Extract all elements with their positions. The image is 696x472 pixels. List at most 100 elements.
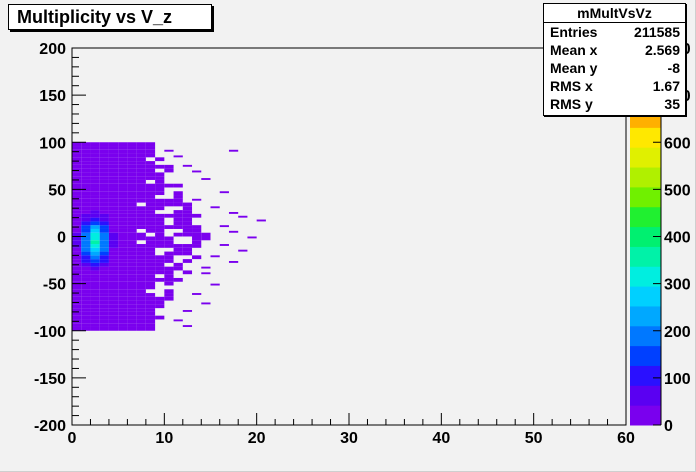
heatmap-cell — [99, 198, 109, 203]
heatmap-cell — [182, 251, 193, 256]
heatmap-cell — [155, 213, 165, 218]
heatmap-cell — [118, 262, 128, 267]
heatmap-cell — [108, 149, 119, 154]
heatmap-cell — [108, 304, 119, 309]
heatmap-cell — [108, 210, 119, 214]
heatmap-cell — [145, 210, 156, 214]
heatmap-cell — [118, 270, 128, 275]
heatmap-cell — [118, 187, 128, 192]
heatmap-cell — [127, 213, 137, 218]
heatmap-cell — [155, 183, 165, 188]
stats-value: 35 — [664, 96, 680, 112]
heatmap-cell — [145, 149, 156, 154]
heatmap-cell — [118, 221, 128, 226]
heatmap-cell — [118, 311, 128, 316]
heatmap-cell — [90, 240, 100, 245]
heatmap-cell — [118, 319, 128, 324]
heatmap-cell — [155, 198, 165, 203]
heatmap-cell — [99, 157, 109, 162]
heatmap-cell — [145, 296, 156, 301]
heatmap-cell — [108, 251, 119, 256]
heatmap-cell — [173, 191, 183, 196]
heatmap-cell — [90, 247, 100, 252]
heatmap-cell — [118, 146, 128, 150]
heatmap-cell — [72, 153, 82, 158]
heatmap-outlier — [228, 230, 239, 233]
heatmap-cell — [72, 270, 82, 275]
y-tick-label: 200 — [39, 41, 66, 58]
heatmap-cell — [108, 244, 119, 248]
heatmap-cell — [127, 247, 137, 252]
heatmap-cell — [81, 300, 91, 305]
heatmap-cell — [127, 221, 137, 226]
heatmap-cell — [108, 319, 119, 324]
heatmap-cell — [72, 176, 82, 180]
heatmap-cell — [182, 210, 193, 214]
heatmap-cell — [136, 210, 146, 214]
heatmap-cell — [118, 266, 128, 271]
heatmap-cell — [136, 172, 146, 177]
heatmap-cell — [136, 244, 146, 248]
heatmap-cell — [118, 255, 128, 260]
heatmap-cell — [145, 244, 156, 248]
heatmap-cell — [182, 217, 193, 222]
heatmap-cell — [155, 202, 165, 207]
heatmap-cell — [145, 308, 156, 312]
heatmap-cell — [136, 247, 146, 252]
heatmap-cell — [155, 157, 165, 162]
heatmap-outlier — [173, 319, 183, 322]
heatmap-cell — [118, 168, 128, 173]
heatmap-cell — [164, 251, 174, 256]
heatmap-cell — [81, 240, 91, 245]
heatmap-cell — [72, 296, 82, 301]
heatmap-cell — [90, 232, 100, 237]
heatmap-cell — [99, 221, 109, 226]
heatmap-cell — [118, 225, 128, 229]
heatmap-cell — [118, 172, 128, 177]
heatmap-cell — [164, 236, 174, 241]
heatmap-cell — [145, 319, 156, 324]
heatmap-cell — [90, 255, 100, 260]
heatmap-cell — [127, 161, 137, 165]
heatmap-cell — [136, 191, 146, 196]
heatmap-cell — [155, 277, 165, 282]
heatmap-cell — [90, 304, 100, 309]
heatmap-cell — [136, 323, 146, 327]
heatmap-cell — [127, 315, 137, 320]
stats-row-entries: Entries 211585 — [550, 23, 680, 41]
heatmap-outlier — [238, 215, 248, 218]
heatmap-cell — [136, 157, 146, 162]
heatmap-cell — [81, 153, 91, 158]
heatmap-cell — [108, 296, 119, 301]
heatmap-cell — [127, 262, 137, 267]
heatmap-cell — [164, 277, 174, 282]
heatmap-cell — [118, 304, 128, 309]
heatmap-cell — [118, 315, 128, 320]
heatmap-cell — [192, 240, 202, 245]
heatmap-cell — [99, 225, 109, 229]
heatmap-cell — [99, 251, 109, 256]
x-tick-label: 30 — [340, 430, 358, 447]
heatmap-cell — [72, 142, 82, 147]
heatmap-cell — [81, 311, 91, 316]
heatmap-cell — [99, 210, 109, 214]
heatmap-cell — [90, 296, 100, 301]
heatmap-cell — [155, 255, 165, 260]
colorbar-tick-label: 300 — [664, 277, 691, 294]
heatmap-cell — [99, 228, 109, 233]
heatmap-cell — [127, 157, 137, 162]
colorbar-segment — [630, 186, 661, 208]
heatmap-cell — [118, 259, 128, 263]
heatmap-cell — [155, 225, 165, 229]
stats-box: mMultVsVz Entries 211585 Mean x 2.569 Me… — [543, 3, 686, 116]
heatmap-cell — [127, 304, 137, 309]
heatmap-cell — [127, 289, 137, 294]
heatmap-cell — [136, 311, 146, 316]
heatmap-outlier — [256, 219, 266, 222]
heatmap-cell — [81, 157, 91, 162]
heatmap-cell — [99, 183, 109, 188]
heatmap-cell — [145, 206, 156, 211]
heatmap-cell — [127, 164, 137, 169]
heatmap-cell — [173, 232, 183, 237]
heatmap-cell — [90, 198, 100, 203]
